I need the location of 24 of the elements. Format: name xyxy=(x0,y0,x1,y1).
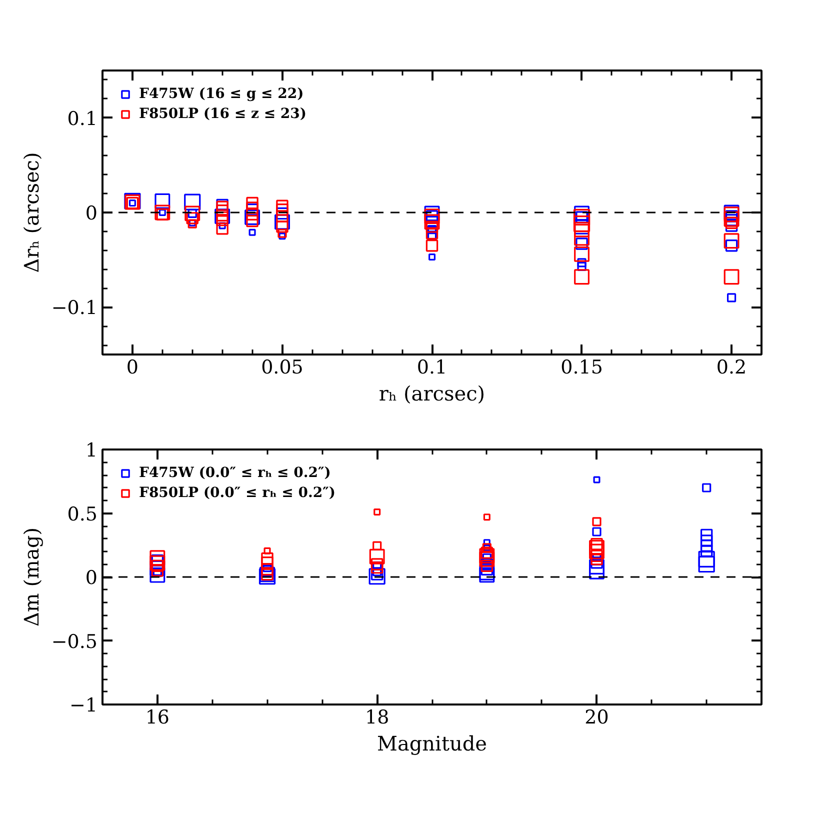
y-tick-label: 0.5 xyxy=(67,503,98,526)
x-tick-label: 0.1 xyxy=(416,356,448,378)
y-tick-label: 1 xyxy=(85,440,98,462)
x-axis-title: Magnitude xyxy=(376,732,488,756)
x-tick-label: 18 xyxy=(364,706,390,728)
y-tick-label: 0.1 xyxy=(67,108,98,130)
x-tick-label: 0 xyxy=(126,356,139,378)
y-axis-title: Δrₕ (arcsec) xyxy=(19,152,44,273)
y-tick-label: −0.5 xyxy=(51,630,98,653)
x-tick-label: 0.15 xyxy=(560,356,603,378)
y-axis-title: Δm (mag) xyxy=(19,527,44,627)
legend-label: F850LP (0.0″ ≤ rₕ ≤ 0.2″) xyxy=(139,484,336,502)
x-tick-label: 20 xyxy=(584,706,609,728)
x-tick-label: 16 xyxy=(145,706,170,728)
x-tick-label: 0.05 xyxy=(261,356,304,378)
y-tick-label: 0 xyxy=(85,567,98,589)
legend-label: F850LP (16 ≤ z ≤ 23) xyxy=(139,105,307,123)
x-axis-title: rₕ (arcsec) xyxy=(378,382,486,406)
legend-label: F475W (16 ≤ g ≤ 22) xyxy=(139,85,304,103)
y-tick-label: −1 xyxy=(69,694,98,716)
y-tick-label: −0.1 xyxy=(51,297,98,320)
y-tick-label: 0 xyxy=(85,202,98,224)
x-tick-label: 0.2 xyxy=(716,356,747,378)
legend-label: F475W (0.0″ ≤ rₕ ≤ 0.2″) xyxy=(139,464,331,482)
